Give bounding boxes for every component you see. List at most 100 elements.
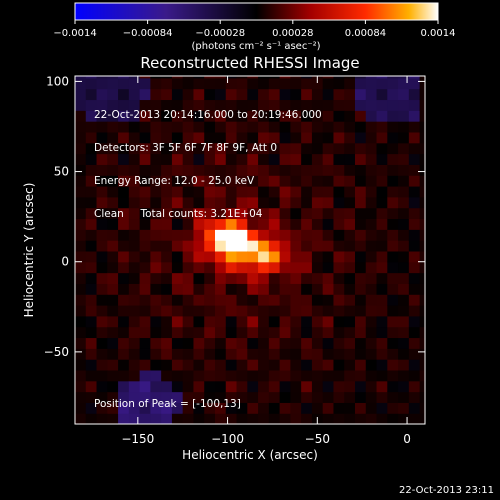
heatmap-cell xyxy=(387,391,399,403)
heatmap-cell xyxy=(236,326,248,339)
heatmap-cell xyxy=(182,369,195,382)
heatmap-cell xyxy=(139,272,151,284)
heatmap-cell xyxy=(268,175,281,187)
heatmap-cell xyxy=(344,391,356,403)
heatmap-cell xyxy=(376,348,388,360)
heatmap-cell xyxy=(279,304,291,317)
heatmap-cell xyxy=(236,283,248,295)
heatmap-cell xyxy=(182,304,195,317)
heatmap-cell xyxy=(75,110,87,122)
heatmap-cell xyxy=(193,240,205,252)
heatmap-cell xyxy=(301,88,313,101)
heatmap-cell xyxy=(225,153,238,165)
heatmap-cell xyxy=(258,413,270,424)
heatmap-cell xyxy=(171,402,184,414)
heatmap-cell xyxy=(268,142,281,155)
heatmap-cell xyxy=(225,380,238,393)
heatmap-cell xyxy=(75,304,87,317)
heatmap-cell xyxy=(268,76,281,79)
heatmap-cell xyxy=(322,207,335,220)
heatmap-cell xyxy=(387,76,399,79)
annotation-detectors: Detectors: 3F 5F 6F 7F 8F 9F, Att 0 xyxy=(94,142,278,154)
heatmap-cell xyxy=(193,164,205,176)
heatmap-cell xyxy=(139,250,151,263)
heatmap-cell xyxy=(215,348,227,360)
heatmap-cell xyxy=(150,218,162,230)
heatmap-cell xyxy=(215,175,227,187)
heatmap-cell xyxy=(268,153,281,165)
heatmap-cell xyxy=(193,153,205,165)
heatmap-cell xyxy=(268,337,281,349)
heatmap-cell xyxy=(193,413,205,424)
heatmap-cell xyxy=(301,121,313,133)
heatmap-cell xyxy=(279,76,291,79)
heatmap-cell xyxy=(75,77,87,90)
heatmap-cell xyxy=(365,272,378,284)
heatmap-cell xyxy=(408,175,421,187)
heatmap-cell xyxy=(150,304,162,317)
heatmap-cell xyxy=(365,131,378,144)
heatmap-cell xyxy=(182,250,195,263)
heatmap-cell xyxy=(150,337,162,349)
heatmap-cell xyxy=(258,391,270,403)
heatmap-cell xyxy=(215,88,227,101)
heatmap-cell xyxy=(311,99,324,111)
heatmap-cell xyxy=(376,272,388,284)
heatmap-cell xyxy=(225,207,238,220)
heatmap-cell xyxy=(247,164,259,176)
heatmap-cell xyxy=(182,218,195,230)
heatmap-cell xyxy=(225,348,238,360)
heatmap-cell xyxy=(171,261,184,274)
heatmap-cell xyxy=(355,294,367,306)
heatmap-cell xyxy=(398,185,410,198)
heatmap-cell xyxy=(311,272,324,284)
heatmap-cell xyxy=(279,153,291,165)
heatmap-cell xyxy=(387,175,399,187)
heatmap-cell xyxy=(355,207,367,220)
heatmap-cell xyxy=(398,402,410,414)
heatmap-cell xyxy=(398,99,410,111)
heatmap-cell xyxy=(215,272,227,284)
heatmap-cell xyxy=(236,413,248,424)
heatmap-cell xyxy=(387,402,399,414)
heatmap-cell xyxy=(182,272,195,284)
heatmap-cell xyxy=(365,315,378,328)
heatmap-cell xyxy=(150,196,162,209)
heatmap-cell xyxy=(268,326,281,339)
heatmap-cell xyxy=(85,207,98,220)
heatmap-cell xyxy=(247,391,259,403)
heatmap-cell xyxy=(290,88,302,101)
heatmap-cell xyxy=(128,402,141,414)
heatmap-cell xyxy=(182,207,195,220)
heatmap-cell xyxy=(398,380,410,393)
annotation-energy-range: Energy Range: 12.0 - 25.0 keV xyxy=(94,175,255,187)
heatmap-cell xyxy=(279,337,291,349)
heatmap-cell xyxy=(182,153,195,165)
heatmap-cell xyxy=(398,175,410,187)
heatmap-cell xyxy=(419,369,425,382)
heatmap-cell xyxy=(376,142,388,155)
heatmap-cell xyxy=(398,337,410,349)
colorbar xyxy=(74,2,439,21)
heatmap-cell xyxy=(96,315,108,328)
heatmap-cell xyxy=(419,77,425,90)
heatmap-cell xyxy=(128,380,141,393)
heatmap-cell xyxy=(247,229,259,241)
heatmap-cell xyxy=(408,380,421,393)
heatmap-cell xyxy=(268,380,281,393)
heatmap-cell xyxy=(387,131,399,144)
heatmap-cell xyxy=(322,240,335,252)
heatmap-cell xyxy=(355,229,367,241)
heatmap-cell xyxy=(96,294,108,306)
heatmap-cell xyxy=(107,272,119,284)
heatmap-cell xyxy=(96,283,108,295)
heatmap-cell xyxy=(193,272,205,284)
heatmap-cell xyxy=(75,153,87,165)
heatmap-cell xyxy=(268,369,281,382)
heatmap-cell xyxy=(215,99,227,111)
heatmap-cell xyxy=(204,76,216,79)
heatmap-cell xyxy=(204,337,216,349)
heatmap-cell xyxy=(419,229,425,241)
heatmap-cell xyxy=(161,77,173,90)
